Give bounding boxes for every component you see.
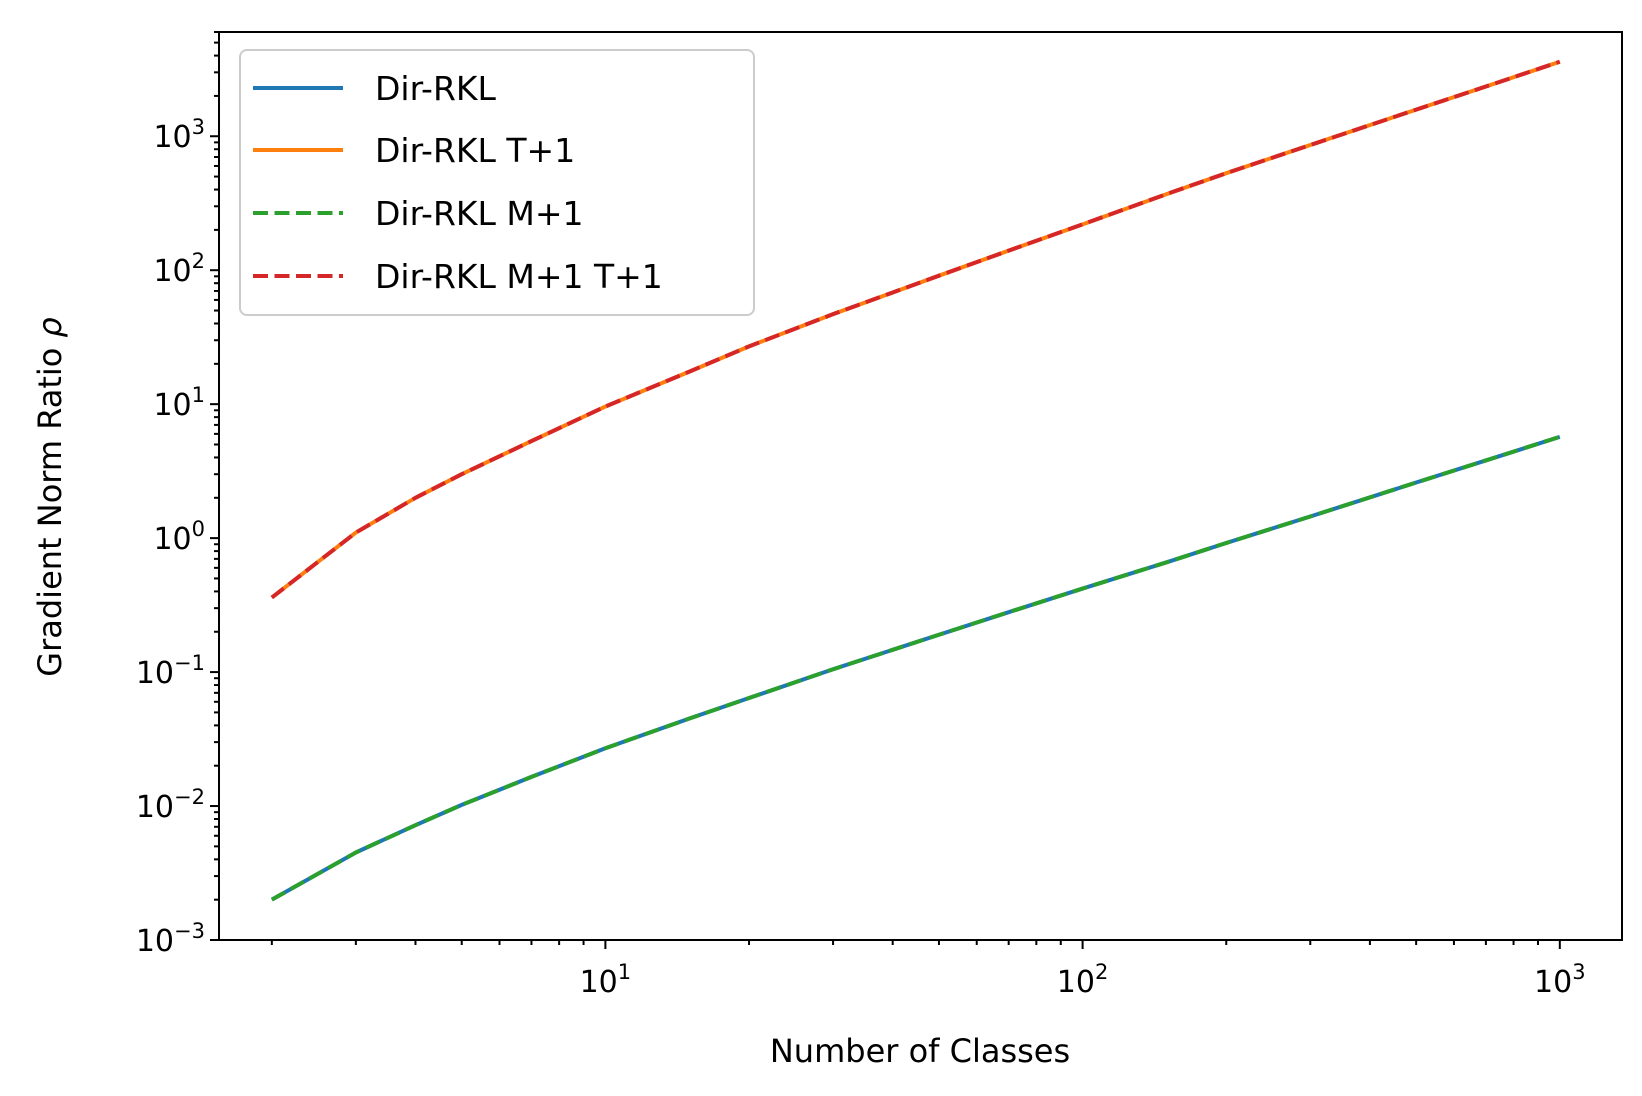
y-tick-label: 100 xyxy=(153,517,205,557)
legend-box xyxy=(239,49,755,316)
y-axis-label-text: Gradient Norm Ratio xyxy=(31,348,69,677)
tick-layer: 101 102 103 10−3 10−2 10−1 100 101 102 103 xyxy=(136,31,1586,1000)
y-tick-label: 10−3 xyxy=(136,919,205,959)
x-axis-label: Number of Classes xyxy=(770,1032,1070,1070)
plot-frame xyxy=(218,31,1623,941)
y-tick-label: 10−1 xyxy=(136,651,205,691)
x-tick-label: 102 xyxy=(1057,960,1109,1000)
y-axis-label-symbol: ρ xyxy=(31,317,69,337)
x-tick-label: 103 xyxy=(1534,960,1586,1000)
series-line-2 xyxy=(270,434,1561,902)
y-tick-label: 101 xyxy=(153,383,205,423)
x-tick-label: 101 xyxy=(580,960,632,1000)
y-tick-label: 10−2 xyxy=(136,785,205,825)
legend-label-dir-rkl-m1: Dir-RKL M+1 xyxy=(375,194,584,233)
y-tick-label: 102 xyxy=(153,249,205,289)
legend-label-dir-rkl: Dir-RKL xyxy=(375,69,497,108)
legend-label-dir-rkl-t1: Dir-RKL T+1 xyxy=(375,131,575,170)
series-layer xyxy=(270,59,1561,902)
series-line-3 xyxy=(270,59,1561,600)
legend-label-dir-rkl-m1-t1: Dir-RKL M+1 T+1 xyxy=(375,257,663,296)
legend: Dir-RKL Dir-RKL T+1 Dir-RKL M+1 Dir-RKL … xyxy=(239,49,755,316)
y-tick-label: 103 xyxy=(153,115,205,155)
y-axis-label: Gradient Norm Ratio ρ xyxy=(31,317,69,676)
